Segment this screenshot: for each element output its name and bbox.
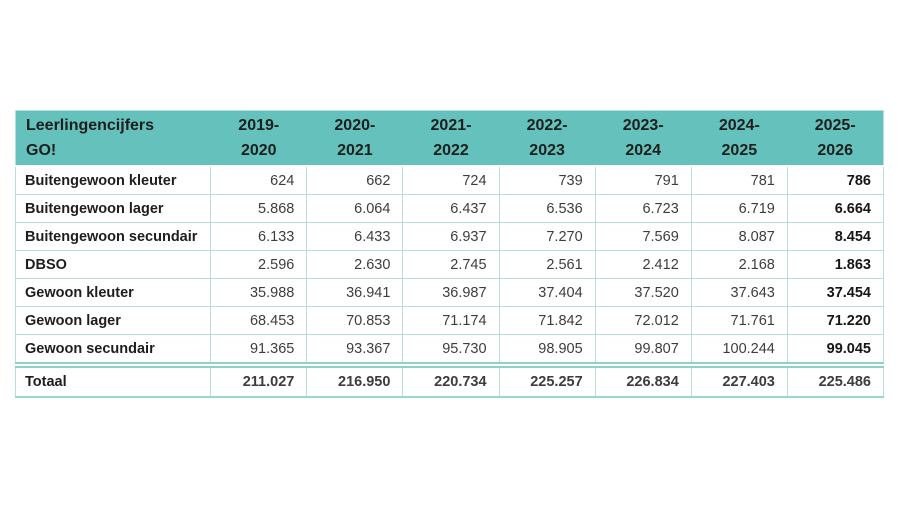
cell-value: 6.536 <box>498 194 596 223</box>
cell-value: 8.454 <box>786 222 885 251</box>
column-header-2021-2022: 2021-2022 <box>402 110 500 167</box>
cell-value: 6.437 <box>402 194 500 223</box>
cell-value: 36.987 <box>402 278 500 307</box>
total-cell-value: 220.734 <box>402 362 500 398</box>
row-label: DBSO <box>14 250 212 279</box>
cell-value: 739 <box>498 165 596 195</box>
cell-value: 662 <box>306 165 404 195</box>
leerlingencijfers-table: Leerlingencijfers GO! 2019-2020 2020-202… <box>14 110 885 398</box>
column-header-2024-2025: 2024-2025 <box>691 110 788 167</box>
cell-value: 2.412 <box>594 250 692 279</box>
table-row-gewoon-secundair: Gewoon secundair 91.365 93.367 95.730 98… <box>14 334 885 366</box>
table-title-cell: Leerlingencijfers GO! <box>15 110 211 167</box>
cell-value: 93.367 <box>306 334 404 366</box>
cell-value: 71.220 <box>786 306 885 335</box>
cell-value: 71.174 <box>402 306 500 335</box>
header-row: Leerlingencijfers GO! 2019-2020 2020-202… <box>15 110 884 167</box>
cell-value: 6.719 <box>690 194 788 223</box>
cell-value: 37.454 <box>786 278 885 307</box>
row-label: Gewoon secundair <box>14 334 212 366</box>
table-row-gewoon-kleuter: Gewoon kleuter 35.988 36.941 36.987 37.4… <box>14 278 885 307</box>
cell-value: 70.853 <box>306 306 404 335</box>
cell-value: 36.941 <box>306 278 404 307</box>
cell-value: 91.365 <box>210 334 308 366</box>
cell-value: 724 <box>402 165 500 195</box>
total-cell-value: 211.027 <box>210 362 308 398</box>
cell-value: 6.433 <box>306 222 404 251</box>
cell-value: 624 <box>210 165 308 195</box>
column-header-label: 2025-2026 <box>814 117 856 159</box>
cell-value: 6.723 <box>594 194 692 223</box>
cell-value: 2.745 <box>402 250 500 279</box>
cell-value: 68.453 <box>210 306 308 335</box>
cell-value: 5.868 <box>210 194 308 223</box>
cell-value: 71.761 <box>690 306 788 335</box>
cell-value: 6.937 <box>402 222 500 251</box>
cell-value: 100.244 <box>690 334 788 366</box>
cell-value: 99.045 <box>786 334 885 366</box>
cell-value: 6.064 <box>306 194 404 223</box>
total-cell-value: 227.403 <box>690 362 788 398</box>
column-header-2020-2021: 2020-2021 <box>306 110 403 167</box>
column-header-label: 2020-2021 <box>334 117 376 159</box>
row-label: Buitengewoon kleuter <box>14 165 212 195</box>
total-row-label: Totaal <box>14 362 212 398</box>
column-header-label: 2019-2020 <box>238 117 280 159</box>
cell-value: 7.569 <box>594 222 692 251</box>
cell-value: 781 <box>690 165 788 195</box>
row-label: Buitengewoon lager <box>14 194 212 223</box>
total-cell-value: 225.257 <box>498 362 596 398</box>
cell-value: 7.270 <box>498 222 596 251</box>
cell-value: 72.012 <box>594 306 692 335</box>
cell-value: 1.863 <box>786 250 885 279</box>
table-row-buitengewoon-lager: Buitengewoon lager 5.868 6.064 6.437 6.5… <box>14 194 885 223</box>
column-header-2022-2023: 2022-2023 <box>499 110 596 167</box>
cell-value: 95.730 <box>402 334 500 366</box>
column-header-label: 2023-2024 <box>622 117 664 159</box>
column-header-2025-2026: 2025-2026 <box>787 110 884 167</box>
cell-value: 2.630 <box>306 250 404 279</box>
cell-value: 37.404 <box>498 278 596 307</box>
column-header-2023-2024: 2023-2024 <box>595 110 692 167</box>
cell-value: 2.168 <box>690 250 788 279</box>
cell-value: 37.643 <box>690 278 788 307</box>
cell-value: 37.520 <box>594 278 692 307</box>
cell-value: 2.561 <box>498 250 596 279</box>
cell-value: 99.807 <box>594 334 692 366</box>
table-title: Leerlingencijfers GO! <box>26 117 155 159</box>
cell-value: 8.087 <box>690 222 788 251</box>
column-header-2019-2020: 2019-2020 <box>210 110 307 167</box>
row-label: Gewoon kleuter <box>14 278 212 307</box>
cell-value: 35.988 <box>210 278 308 307</box>
total-cell-value: 216.950 <box>306 362 404 398</box>
cell-value: 786 <box>786 165 885 195</box>
cell-value: 71.842 <box>498 306 596 335</box>
cell-value: 6.664 <box>786 194 885 223</box>
cell-value: 2.596 <box>210 250 308 279</box>
table-row-buitengewoon-kleuter: Buitengewoon kleuter 624 662 724 739 791… <box>14 165 885 195</box>
table-row-dbso: DBSO 2.596 2.630 2.745 2.561 2.412 2.168… <box>14 250 885 279</box>
row-label: Buitengewoon secundair <box>14 222 212 251</box>
row-label: Gewoon lager <box>14 306 212 335</box>
cell-value: 98.905 <box>498 334 596 366</box>
total-row: Totaal 211.027 216.950 220.734 225.257 2… <box>14 362 885 398</box>
total-cell-value: 225.486 <box>786 362 885 398</box>
total-cell-value: 226.834 <box>594 362 692 398</box>
column-header-label: 2021-2022 <box>430 117 472 159</box>
table-row-gewoon-lager: Gewoon lager 68.453 70.853 71.174 71.842… <box>14 306 885 335</box>
cell-value: 791 <box>594 165 692 195</box>
column-header-label: 2022-2023 <box>526 117 568 159</box>
cell-value: 6.133 <box>210 222 308 251</box>
table-row-buitengewoon-secundair: Buitengewoon secundair 6.133 6.433 6.937… <box>14 222 885 251</box>
column-header-label: 2024-2025 <box>718 117 760 159</box>
